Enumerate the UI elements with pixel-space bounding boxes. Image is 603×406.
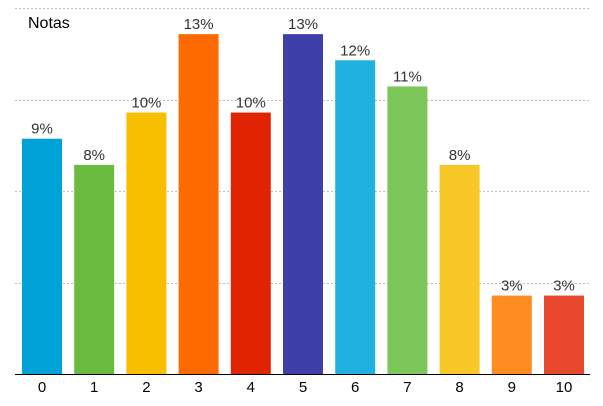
- bar-7: [387, 86, 428, 374]
- x-tick-7: 7: [403, 379, 411, 396]
- x-tick-6: 6: [351, 379, 359, 396]
- data-label-5: 13%: [288, 16, 318, 33]
- data-label-6: 12%: [340, 42, 370, 59]
- x-tick-3: 3: [194, 379, 202, 396]
- x-tick-labels: 0 1 2 3 4 5 6 7 8 9 10: [38, 379, 573, 396]
- bars: [22, 34, 584, 375]
- x-tick-5: 5: [299, 379, 307, 396]
- x-tick-1: 1: [90, 379, 98, 396]
- data-label-9: 3%: [501, 278, 523, 295]
- data-label-0: 9%: [31, 121, 53, 138]
- bar-10: [544, 295, 584, 374]
- data-label-10: 3%: [553, 278, 575, 295]
- data-labels: 9% 8% 10% 13% 10% 13% 12% 11% 8% 3% 3%: [31, 16, 575, 294]
- bar-5: [283, 34, 323, 375]
- chart-title: Notas: [28, 15, 70, 32]
- x-tick-8: 8: [455, 379, 463, 396]
- x-tick-0: 0: [38, 379, 46, 396]
- bar-6: [335, 60, 376, 375]
- bar-1: [74, 164, 115, 374]
- bar-4: [230, 112, 271, 375]
- data-label-7: 11%: [393, 68, 422, 85]
- data-label-1: 8%: [83, 147, 105, 164]
- x-tick-2: 2: [142, 379, 150, 396]
- bar-3: [178, 34, 219, 375]
- bar-2: [126, 112, 167, 375]
- bar-0: [22, 138, 62, 374]
- data-label-3: 13%: [184, 16, 214, 33]
- data-label-2: 10%: [131, 95, 161, 112]
- bar-9: [491, 295, 532, 374]
- data-label-8: 8%: [449, 147, 471, 164]
- data-label-4: 10%: [236, 95, 266, 112]
- x-tick-4: 4: [247, 379, 255, 396]
- x-tick-10: 10: [556, 379, 573, 396]
- x-tick-9: 9: [508, 379, 516, 396]
- bar-8: [439, 164, 480, 374]
